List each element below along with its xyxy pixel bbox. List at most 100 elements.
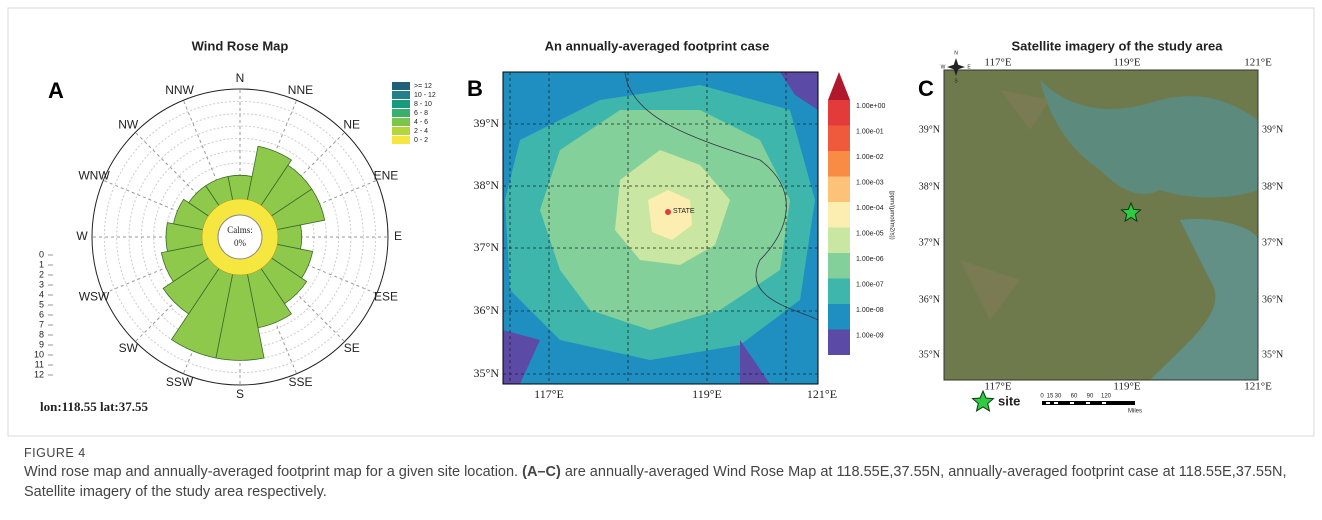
footprint-map [503, 72, 818, 384]
colorbar-band [828, 228, 850, 254]
legend-label: 2 - 4 [414, 128, 428, 135]
legend-label: 4 - 6 [414, 119, 428, 126]
panel-title: Satellite imagery of the study area [1012, 38, 1224, 53]
lon-label: 119°E [1113, 381, 1140, 393]
radial-tick-label: 0 [39, 249, 44, 259]
radial-tick-label: 9 [39, 339, 44, 349]
legend-label: 6 - 8 [414, 110, 428, 117]
direction-label: E [394, 229, 402, 243]
compass-label: W [941, 64, 946, 70]
lon-label: 121°E [1244, 381, 1272, 393]
location-label: lon:118.55 lat:37.55 [40, 399, 148, 414]
colorbar-band [828, 151, 850, 177]
colorbar-label: 1.00e-09 [856, 332, 884, 339]
lon-label: 117°E [534, 387, 564, 401]
radial-tick-label: 1 [39, 259, 44, 269]
direction-label: NE [343, 117, 360, 131]
direction-label: WNW [78, 169, 110, 183]
legend-swatch [392, 91, 410, 99]
panel-letter: C [918, 76, 934, 101]
lat-label: 35°N [919, 349, 940, 360]
radial-tick-label: 7 [39, 319, 44, 329]
legend-label: 0 - 2 [414, 137, 428, 144]
lat-label: 35°N [474, 366, 500, 380]
legend-swatch [392, 109, 410, 117]
legend-label: >= 12 [414, 83, 432, 90]
lon-label: 117°E [984, 381, 1011, 393]
colorbar-label: 1.00e-02 [856, 154, 884, 161]
direction-label: ESE [374, 290, 398, 304]
colorbar-label: 1.00e-04 [856, 205, 884, 212]
scale-unit: Miles [1128, 409, 1142, 415]
colorbar-band [828, 202, 850, 228]
direction-label: SSW [166, 375, 194, 389]
colorbar-label: 1.00e-06 [856, 256, 884, 263]
direction-label: NW [118, 117, 139, 131]
direction-label: NNW [165, 83, 194, 97]
colorbar-band [828, 279, 850, 305]
radial-tick-label: 12 [34, 369, 44, 379]
calms-circle [218, 215, 262, 259]
legend-label: site [998, 393, 1020, 408]
direction-label: SW [119, 341, 139, 355]
lon-label: 119°E [692, 387, 722, 401]
caption-ref: (A–C) [522, 464, 561, 480]
scale-label: 15 [1047, 394, 1054, 400]
direction-label: W [76, 229, 88, 243]
radial-tick-label: 10 [34, 349, 44, 359]
compass-label: N [954, 50, 958, 56]
radial-tick-label: 6 [39, 309, 44, 319]
lat-label: 37°N [474, 240, 500, 254]
legend-swatch [392, 127, 410, 135]
colorbar-band [828, 330, 850, 356]
scale-label: 90 [1087, 394, 1094, 400]
lat-label: 39°N [919, 124, 940, 135]
colorbar-label: 1.00e-03 [856, 179, 884, 186]
lat-label: 37°N [919, 237, 940, 248]
lat-label: 36°N [1262, 294, 1283, 305]
calms-label: Calms: [227, 225, 253, 235]
direction-label: SSE [288, 375, 312, 389]
radial-tick-label: 8 [39, 329, 44, 339]
legend-label: 10 - 12 [414, 92, 436, 99]
colorbar-band [828, 304, 850, 330]
scale-label: 120 [1101, 394, 1112, 400]
lat-label: 35°N [1262, 349, 1283, 360]
colorbar-band [828, 177, 850, 203]
direction-label: ENE [374, 169, 399, 183]
lon-label: 117°E [984, 57, 1011, 69]
lat-label: 37°N [1262, 237, 1283, 248]
lat-label: 36°N [474, 303, 500, 317]
scale-seg [1054, 402, 1058, 404]
site-label: STATE [673, 208, 695, 215]
panel-letter: A [48, 78, 64, 103]
figure-caption: Wind rose map and annually-averaged foot… [24, 462, 1304, 502]
lat-label: 39°N [474, 116, 500, 130]
direction-label: SE [344, 341, 360, 355]
direction-label: N [236, 71, 245, 85]
lon-label: 121°E [1244, 57, 1272, 69]
legend-swatch [392, 82, 410, 90]
caption-text: Wind rose map and annually-averaged foot… [24, 464, 522, 480]
radial-tick-label: 2 [39, 269, 44, 279]
colorbar-label: 1.00e-05 [856, 230, 884, 237]
scale-seg [1102, 402, 1106, 404]
legend-swatch [392, 136, 410, 144]
scale-seg [1070, 402, 1074, 404]
lat-label: 38°N [474, 178, 500, 192]
legend-label: 8 - 10 [414, 101, 432, 108]
colorbar-label: 1.00e-08 [856, 307, 884, 314]
panel-letter: B [467, 76, 483, 101]
lat-label: 36°N [919, 294, 940, 305]
legend-swatch [392, 100, 410, 108]
lon-label: 121°E [807, 387, 837, 401]
colorbar-label: 1.00e+00 [856, 103, 885, 110]
lat-label: 38°N [919, 181, 940, 192]
satellite-image [944, 70, 1258, 380]
colorbar-label: 1.00e-07 [856, 281, 884, 288]
radial-tick-label: 11 [35, 359, 44, 369]
colorbar-band [828, 100, 850, 126]
radial-tick-label: 3 [39, 279, 44, 289]
direction-label: S [236, 387, 244, 401]
radial-tick-label: 4 [39, 289, 44, 299]
